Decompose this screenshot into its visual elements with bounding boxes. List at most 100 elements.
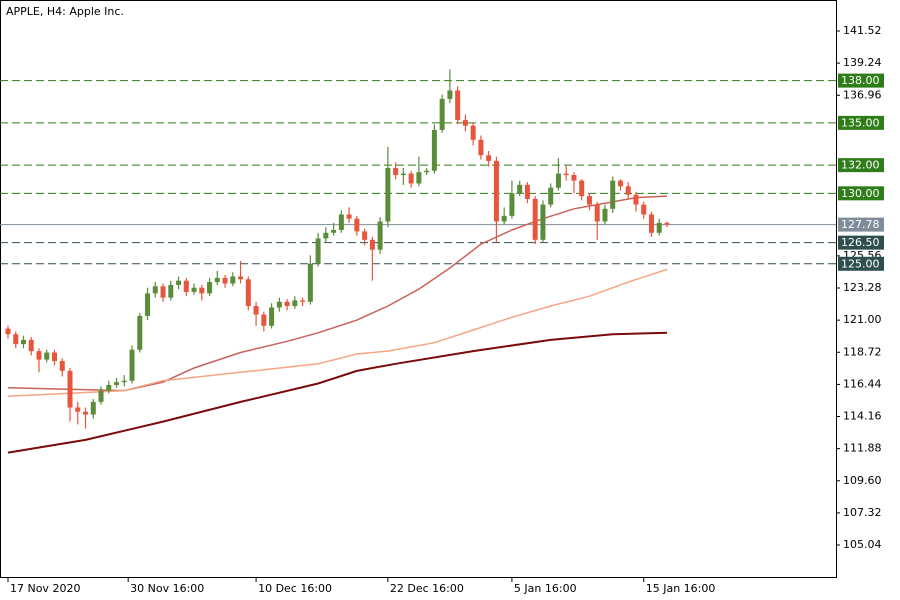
candle-body — [52, 352, 58, 362]
candle-body — [393, 167, 399, 176]
candle-body — [641, 204, 647, 215]
candle-body — [540, 204, 546, 240]
candle-body — [524, 184, 530, 199]
candle-body — [408, 173, 414, 184]
candle-body — [129, 349, 135, 381]
level-label: 138.00 — [841, 74, 880, 87]
candle-body — [36, 351, 42, 360]
candle-body — [145, 293, 151, 316]
candle-body — [292, 300, 298, 307]
y-tick-label: 114.16 — [843, 410, 882, 423]
moving-average — [7, 268, 668, 397]
level-label: 125.00 — [841, 257, 880, 270]
candle-body — [222, 277, 228, 284]
level-label-box — [838, 73, 884, 88]
candle-body — [59, 361, 65, 371]
candle-body — [44, 352, 50, 360]
level-label-box — [838, 115, 884, 130]
candle-body — [509, 193, 515, 216]
candle-body — [648, 214, 654, 233]
candle-body — [315, 238, 321, 264]
candle-body — [486, 155, 492, 161]
candle-body — [555, 173, 561, 188]
y-tick-label: 107.32 — [843, 506, 882, 519]
candle-body — [121, 380, 127, 383]
level-label: 130.00 — [841, 187, 880, 200]
candle-body — [284, 301, 290, 307]
candle-body — [617, 180, 623, 187]
candle-body — [269, 307, 275, 326]
x-tick-label: 5 Jan 16:00 — [514, 582, 577, 595]
candle-body — [633, 194, 639, 205]
y-tick-label: 111.88 — [843, 442, 882, 455]
candle-body — [354, 218, 360, 232]
candle-body — [331, 229, 337, 233]
y-tick-label: 139.24 — [843, 56, 882, 69]
candle-body — [656, 222, 662, 233]
candle-body — [424, 170, 430, 173]
candle-body — [416, 172, 422, 184]
current-price-box — [838, 217, 884, 232]
candle-body — [594, 204, 600, 222]
candle-body — [548, 187, 554, 205]
candle-body — [176, 280, 182, 285]
candle-body — [664, 222, 670, 225]
x-tick-label: 30 Nov 16:00 — [130, 582, 204, 595]
candle-body — [571, 175, 577, 181]
candle-body — [610, 180, 616, 209]
candle-body — [501, 215, 507, 222]
candle-body — [75, 407, 81, 412]
level-label-box — [838, 256, 884, 271]
candle-body — [28, 339, 34, 352]
y-tick-label: 105.04 — [843, 538, 882, 551]
y-tick-label: 118.72 — [843, 345, 882, 358]
candle-body — [579, 180, 585, 197]
candle-body — [377, 221, 383, 250]
level-label-box — [838, 186, 884, 201]
candle-body — [369, 239, 375, 250]
candle-body — [199, 287, 205, 294]
candle-body — [625, 186, 631, 195]
candle-body — [300, 300, 306, 302]
candle-body — [400, 173, 406, 176]
y-tick-label: 116.44 — [843, 377, 882, 390]
candle-body — [517, 184, 523, 194]
candle-body — [83, 411, 89, 415]
candle-body — [114, 382, 120, 385]
level-label-box — [838, 158, 884, 173]
candle-body — [20, 339, 26, 345]
candle-body — [261, 314, 267, 326]
y-tick-label: 123.28 — [843, 281, 882, 294]
chart-title: APPLE, H4: Apple Inc. — [6, 5, 124, 18]
candle-body — [323, 232, 329, 239]
candle-body — [168, 284, 174, 298]
level-label-box — [838, 235, 884, 250]
candle-body — [462, 120, 468, 126]
moving-average — [7, 195, 668, 392]
candle-body — [447, 90, 453, 99]
candle-body — [238, 276, 244, 280]
candle-body — [98, 390, 104, 402]
x-tick-label: 22 Dec 16:00 — [390, 582, 464, 595]
candle-body — [13, 334, 19, 345]
candle-body — [346, 214, 352, 219]
level-label: 135.00 — [841, 116, 880, 129]
candle-body — [137, 315, 143, 350]
candle-body — [385, 167, 391, 222]
candle-body — [431, 129, 437, 171]
candle-body — [160, 286, 166, 298]
candle-body — [152, 286, 158, 294]
candle-body — [245, 279, 251, 307]
candle-body — [276, 301, 282, 308]
candle-body — [362, 231, 368, 240]
x-tick-label: 15 Jan 16:00 — [646, 582, 716, 595]
y-tick-label: 136.96 — [843, 88, 882, 101]
candle-body — [67, 370, 73, 408]
candle-body — [563, 173, 569, 176]
candle-body — [5, 328, 11, 335]
candle-body — [338, 214, 344, 230]
candle-body — [214, 277, 220, 283]
candle-body — [191, 287, 197, 292]
